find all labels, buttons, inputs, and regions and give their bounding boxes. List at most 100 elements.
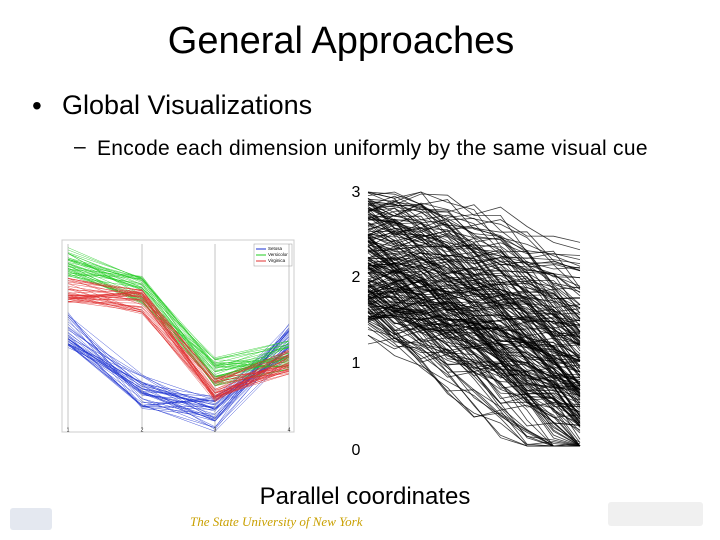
line-decoration (67, 293, 290, 400)
line-decoration (367, 244, 581, 373)
line-decoration (367, 261, 581, 407)
caption: Parallel coordinates (259, 483, 471, 510)
line-decoration (367, 208, 581, 335)
line-decoration (367, 249, 581, 361)
line-decoration (67, 249, 290, 361)
line-decoration (67, 321, 290, 405)
line-decoration (367, 259, 581, 364)
line-decoration (367, 266, 581, 366)
line-decoration (67, 291, 290, 394)
line-decoration (367, 311, 581, 443)
line-decoration (367, 312, 581, 391)
line-decoration (367, 277, 581, 362)
line-decoration (367, 217, 581, 305)
line-decoration (367, 235, 581, 375)
y-tick-label: 0 (352, 442, 361, 459)
line-decoration (367, 280, 581, 396)
x-tick-label: 4 (288, 427, 291, 433)
y-tick-label: 3 (352, 184, 361, 201)
line-decoration (367, 279, 581, 373)
line-decoration (367, 204, 581, 320)
line-decoration (367, 236, 581, 332)
line-decoration (367, 211, 581, 293)
line-decoration (67, 294, 290, 395)
line-decoration (67, 299, 290, 391)
line-decoration (367, 191, 581, 289)
line-decoration (367, 316, 581, 424)
legend-label: Versicolor (268, 252, 288, 257)
footer: The State University of New York (190, 514, 363, 529)
line-decoration (67, 343, 290, 432)
line-decoration (367, 207, 581, 335)
line-decoration (67, 297, 290, 398)
line-decoration (367, 307, 581, 424)
line-decoration (367, 201, 581, 300)
line-decoration (367, 252, 581, 390)
line-decoration (367, 206, 581, 325)
line-decoration (367, 289, 581, 332)
line-decoration (367, 198, 581, 362)
line-decoration (67, 344, 290, 428)
bullet-marker: • (32, 90, 42, 121)
x-tick-label: 1 (67, 427, 70, 433)
line-decoration (367, 275, 581, 426)
dense-parallel-plot: 3 2 1 0 (352, 184, 581, 459)
y-tick-label: 1 (352, 355, 361, 372)
line-decoration (367, 326, 580, 447)
line-decoration (67, 289, 290, 380)
line-decoration (367, 337, 581, 443)
line-decoration (367, 290, 581, 396)
line-decoration (368, 230, 581, 278)
line-decoration (367, 310, 581, 362)
line-decoration (367, 240, 581, 376)
line-decoration (367, 272, 580, 447)
line-decoration (367, 192, 581, 289)
line-decoration (67, 278, 290, 383)
line-decoration (367, 211, 581, 316)
line-decoration (367, 193, 581, 309)
line-decoration (367, 289, 581, 406)
line-decoration (67, 278, 290, 380)
line-decoration (367, 195, 581, 306)
line-decoration (67, 287, 290, 398)
y-tick-label: 2 (352, 269, 361, 286)
sub-bullet: Encode each dimension uniformly by the s… (97, 137, 648, 160)
line-decoration (367, 295, 581, 417)
line-decoration (367, 267, 581, 392)
legend-label: Virginica (268, 258, 286, 263)
line-decoration (367, 320, 581, 447)
line-decoration (67, 247, 290, 370)
logo-right (608, 502, 703, 526)
line-decoration (67, 288, 290, 384)
line-decoration (67, 343, 290, 428)
line-decoration (67, 253, 290, 381)
line-decoration (367, 285, 581, 413)
line-decoration (67, 257, 290, 373)
line-decoration (367, 246, 581, 386)
logo-left (10, 508, 52, 530)
line-decoration (367, 261, 581, 297)
line-decoration (67, 295, 290, 401)
line-decoration (367, 239, 581, 333)
line-decoration (367, 304, 580, 447)
bullet-marker: – (74, 135, 86, 158)
line-decoration (367, 227, 581, 346)
line-decoration (367, 311, 581, 447)
line-decoration (367, 307, 581, 447)
line-decoration (67, 258, 290, 360)
line-decoration (367, 252, 581, 338)
slide-title: General Approaches (167, 20, 515, 62)
x-tick-label: 3 (214, 427, 217, 433)
line-decoration (67, 258, 290, 375)
line-decoration (67, 297, 290, 397)
line-decoration (367, 316, 580, 447)
line-decoration (367, 300, 581, 447)
line-decoration (67, 280, 290, 378)
line-decoration (367, 262, 581, 387)
line-decoration (67, 328, 290, 415)
line-decoration (367, 286, 581, 447)
line-decoration (367, 200, 581, 270)
